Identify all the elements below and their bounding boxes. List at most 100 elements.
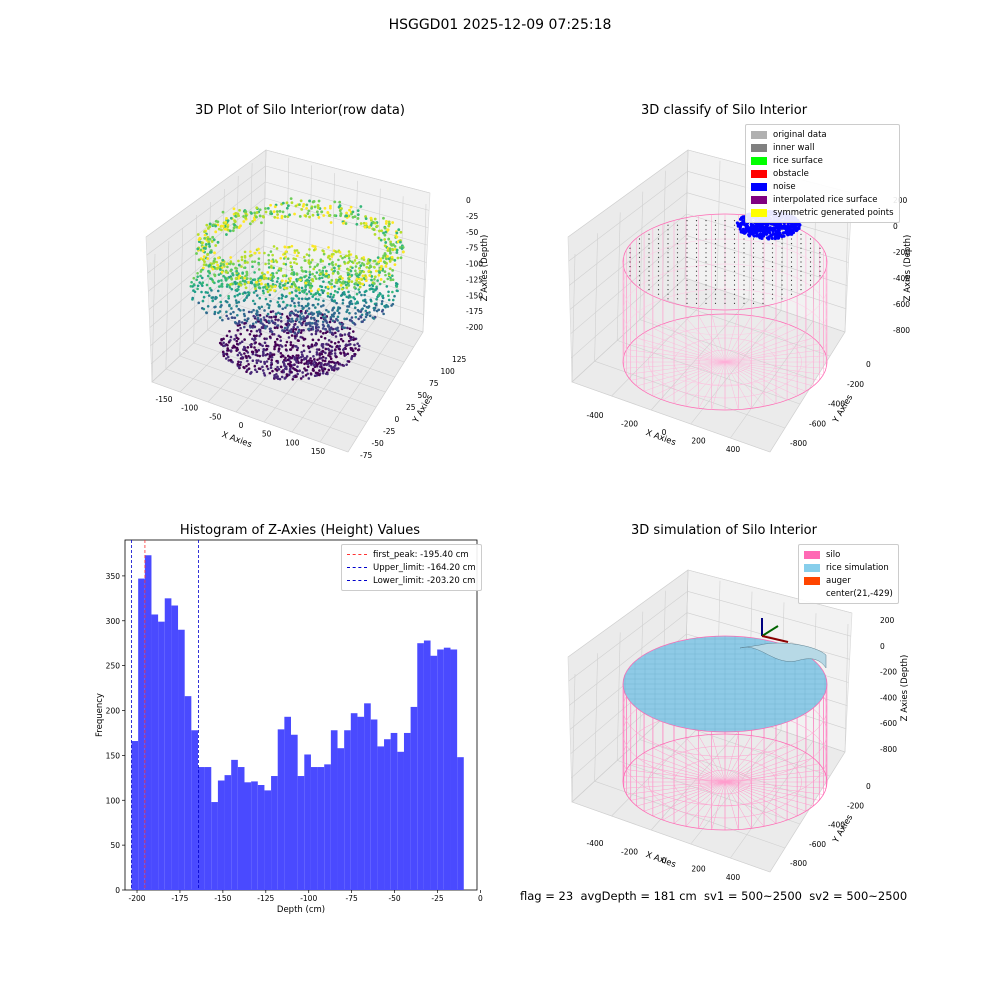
classify-surface-point — [648, 243, 650, 245]
histogram-bar — [191, 730, 198, 890]
raw-point — [255, 359, 258, 362]
histogram-bar — [284, 716, 292, 890]
raw-point — [322, 289, 326, 293]
raw-point — [339, 322, 342, 326]
raw-point — [320, 285, 324, 289]
raw-point — [266, 290, 270, 294]
raw-point — [382, 231, 385, 235]
raw-point — [271, 283, 275, 286]
raw-point — [335, 281, 339, 285]
classify-surface-point — [686, 238, 688, 240]
raw-point — [334, 250, 337, 253]
raw-point — [234, 212, 238, 215]
raw-point — [281, 307, 285, 311]
raw-point — [271, 253, 274, 257]
raw-point — [289, 320, 293, 323]
raw-point — [244, 286, 248, 290]
simulation-x-tick: -400 — [586, 839, 603, 848]
raw-point — [192, 276, 196, 280]
raw-point — [318, 268, 321, 272]
raw-point — [275, 359, 278, 363]
classify-surface-point — [790, 247, 793, 249]
classify-surface-point — [657, 229, 660, 231]
raw-point — [383, 270, 387, 274]
raw-point — [261, 365, 264, 369]
classify-surface-point — [638, 266, 641, 268]
raw-point — [300, 312, 303, 315]
simulation-plot-gridline — [569, 612, 688, 706]
raw-point — [275, 376, 279, 380]
raw-point — [231, 273, 235, 277]
raw-point — [258, 334, 261, 338]
raw-point — [225, 233, 228, 236]
raw-y-tick: -50 — [372, 439, 384, 448]
raw-point — [307, 209, 311, 213]
raw-point — [255, 283, 259, 287]
raw-point — [211, 267, 215, 271]
raw-point — [329, 330, 332, 334]
raw-point — [323, 336, 327, 340]
raw-point — [350, 357, 353, 361]
classify-noise-point — [776, 227, 781, 232]
raw-point — [357, 288, 361, 291]
raw-point — [230, 277, 233, 280]
raw-point — [268, 304, 271, 307]
raw-point — [265, 344, 268, 348]
raw-point — [252, 338, 256, 342]
raw-point — [221, 318, 224, 322]
raw-point — [253, 364, 257, 368]
classify-surface-point — [657, 252, 660, 254]
raw-point — [318, 272, 322, 276]
raw-point — [333, 364, 337, 367]
raw-point — [262, 372, 266, 375]
simulation-legend: silo rice simulation auger center(21,-429) — [798, 544, 899, 604]
classify-plot-y-tick: -200 — [847, 380, 864, 389]
raw-point — [243, 280, 247, 283]
raw-point — [273, 215, 277, 219]
classify-surface-point — [762, 279, 764, 281]
raw-point — [312, 267, 316, 271]
raw-point — [255, 211, 259, 214]
classify-surface-point — [705, 233, 707, 235]
raw-point — [336, 272, 340, 275]
raw-point — [238, 280, 242, 284]
histogram-bar — [377, 746, 385, 890]
raw-point — [243, 291, 246, 294]
raw-point — [253, 283, 257, 287]
raw-point — [287, 323, 291, 327]
raw-point — [292, 375, 296, 378]
simulation-x-tick: 200 — [691, 865, 706, 874]
raw-point — [290, 268, 294, 272]
raw-plot-gridline — [147, 181, 266, 274]
raw-point — [298, 369, 301, 372]
raw-point — [232, 344, 236, 348]
classify-plot-x-tick: -200 — [621, 420, 638, 429]
raw-point — [239, 353, 243, 356]
classify-surface-point — [676, 256, 679, 258]
raw-point — [237, 360, 240, 364]
raw-point — [311, 338, 315, 342]
classify-surface-point — [657, 279, 660, 281]
simulation-plot-gridline — [571, 801, 771, 873]
raw-point — [307, 312, 311, 316]
classify-surface-point — [809, 266, 812, 268]
raw-point — [274, 318, 277, 321]
raw-point — [391, 278, 395, 282]
classify-surface-point — [733, 243, 736, 245]
raw-point — [229, 256, 232, 259]
raw-point — [284, 306, 287, 309]
classify-plot-y-tick: 0 — [866, 360, 871, 369]
raw-point — [297, 286, 301, 289]
classify-surface-point — [733, 275, 736, 277]
simulation-y-tick: 0 — [866, 782, 871, 791]
raw-point — [261, 289, 265, 293]
raw-point — [341, 221, 345, 225]
raw-point — [275, 369, 279, 372]
raw-point — [243, 318, 247, 322]
raw-point — [272, 210, 276, 214]
raw-point — [270, 330, 274, 334]
classify-surface-point — [790, 293, 793, 295]
raw-point — [278, 377, 282, 381]
raw-point — [355, 292, 359, 296]
classify-surface-point — [695, 247, 698, 249]
